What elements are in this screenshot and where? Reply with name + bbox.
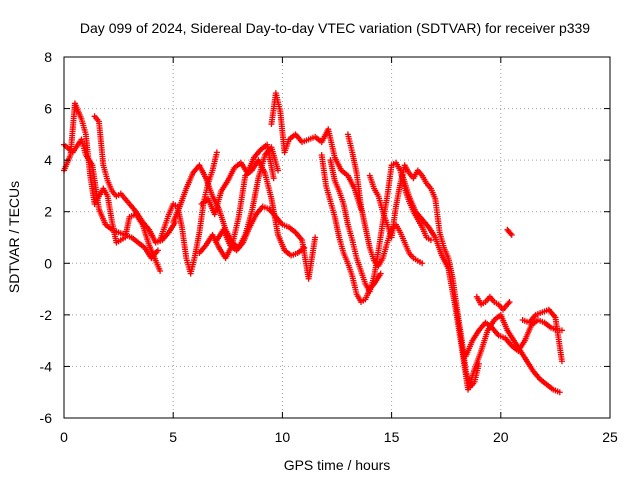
series-trace-d — [157, 149, 220, 277]
data-point — [506, 298, 513, 305]
series-trace-b — [61, 136, 161, 262]
chart-title: Day 099 of 2024, Sidereal Day-to-day VTE… — [80, 20, 590, 36]
series-trace-p — [473, 293, 513, 313]
x-tick-label: 0 — [60, 429, 68, 445]
series-trace-k — [327, 157, 434, 295]
data-point — [505, 300, 512, 307]
data-point — [508, 231, 515, 238]
series-trace-r — [504, 226, 515, 238]
series-trace-c — [91, 113, 179, 246]
y-tick-label: 4 — [44, 152, 52, 168]
data-point — [213, 149, 220, 156]
series-trace-q — [519, 306, 565, 365]
x-tick-label: 25 — [602, 429, 618, 445]
series-trace-g — [198, 141, 277, 218]
series-trace-h — [213, 203, 319, 282]
data-point — [157, 268, 164, 275]
x-tick-label: 5 — [169, 429, 177, 445]
y-tick-label: -4 — [40, 358, 53, 374]
y-tick-label: 0 — [44, 255, 52, 271]
series-trace-n — [399, 172, 563, 396]
x-tick-label: 10 — [275, 429, 291, 445]
data-point — [507, 230, 514, 237]
y-tick-label: 8 — [44, 49, 52, 65]
x-tick-label: 15 — [384, 429, 400, 445]
data-point — [312, 234, 319, 241]
x-axis-label: GPS time / hours — [284, 457, 391, 473]
y-axis-label: SDTVAR / TECUs — [6, 181, 22, 293]
axis-ticks: 0 5 10 15 20 25 -6 -4 -2 0 2 4 6 8 — [40, 49, 618, 445]
y-tick-label: 2 — [44, 204, 52, 220]
data-point — [377, 270, 384, 277]
plot-frame — [63, 56, 611, 419]
y-tick-label: 6 — [44, 101, 52, 117]
data-point — [270, 175, 277, 182]
x-tick-label: 20 — [493, 429, 509, 445]
data-points — [61, 90, 565, 396]
data-point — [419, 260, 426, 267]
series-trace-l — [344, 131, 426, 269]
data-point — [558, 358, 565, 365]
data-point — [154, 247, 161, 254]
data-point — [275, 167, 282, 174]
data-point — [427, 237, 434, 244]
y-tick-label: -2 — [40, 307, 53, 323]
y-tick-label: -6 — [40, 410, 53, 426]
data-point — [556, 389, 563, 396]
series-trace-i — [268, 90, 365, 213]
